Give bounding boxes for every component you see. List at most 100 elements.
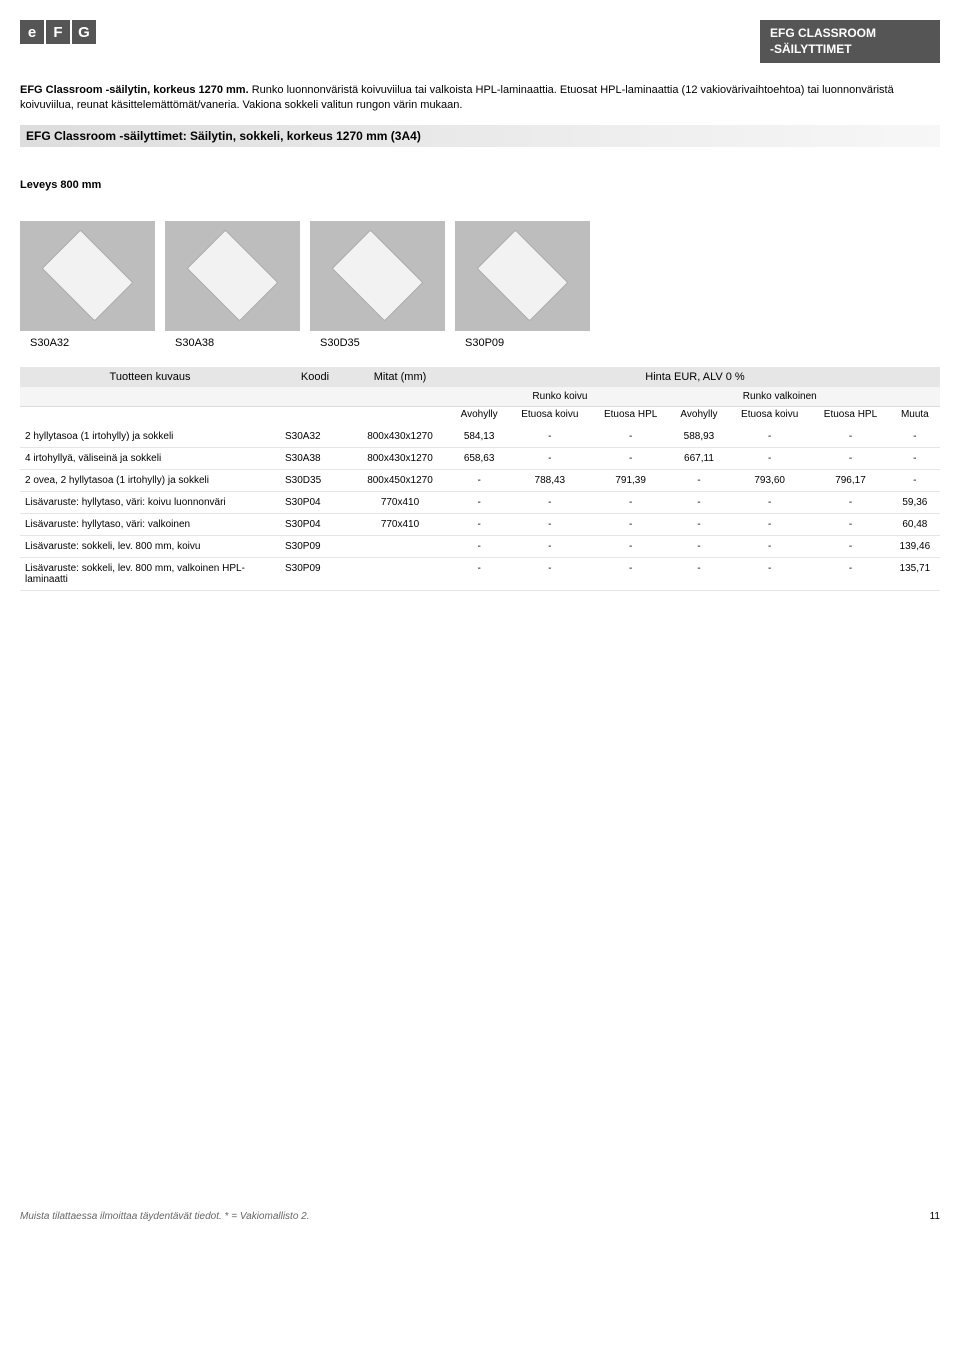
cell-price: - (890, 469, 940, 491)
product-image (165, 221, 300, 331)
footer-note: Muista tilattaessa ilmoittaa täydentävät… (20, 1211, 310, 1222)
table-row: Lisävaruste: hyllytaso, väri: valkoinenS… (20, 513, 940, 535)
cell-price: - (508, 426, 591, 448)
cell-price: - (728, 535, 811, 557)
cell-price: - (591, 557, 669, 590)
cell-koodi: S30P09 (280, 557, 350, 590)
cell-desc: 2 hyllytasoa (1 irtohylly) ja sokkeli (20, 426, 280, 448)
cell-price: - (508, 513, 591, 535)
col-koodi-header: Koodi (280, 367, 350, 387)
intro-text: EFG Classroom -säilytin, korkeus 1270 mm… (20, 83, 940, 113)
cell-price: 60,48 (890, 513, 940, 535)
cell-mitat: 800x430x1270 (350, 447, 450, 469)
cell-koodi: S30A38 (280, 447, 350, 469)
cell-price: 796,17 (811, 469, 889, 491)
cell-mitat: 770x410 (350, 491, 450, 513)
section-heading: EFG Classroom -säilyttimet: Säilytin, so… (20, 125, 940, 147)
cell-price: - (728, 513, 811, 535)
table-row: Lisävaruste: sokkeli, lev. 800 mm, koivu… (20, 535, 940, 557)
cell-price: 584,13 (450, 426, 508, 448)
cell-price: - (670, 513, 728, 535)
cell-price: - (591, 491, 669, 513)
thumbnail: S30A38 (165, 221, 300, 349)
cell-price: - (591, 535, 669, 557)
cell-price: - (508, 557, 591, 590)
page-header: e F G EFG CLASSROOM -SÄILYTTIMET (20, 20, 940, 63)
thumbnail: S30D35 (310, 221, 445, 349)
product-image (310, 221, 445, 331)
logo-letter-g: G (72, 20, 96, 44)
cell-desc: Lisävaruste: hyllytaso, väri: koivu luon… (20, 491, 280, 513)
header-title-line1: EFG CLASSROOM (770, 26, 930, 42)
table-row: Lisävaruste: sokkeli, lev. 800 mm, valko… (20, 557, 940, 590)
table-row: 2 ovea, 2 hyllytasoa (1 irtohylly) ja so… (20, 469, 940, 491)
cell-price: - (728, 491, 811, 513)
cell-desc: Lisävaruste: hyllytaso, väri: valkoinen (20, 513, 280, 535)
cell-price: 791,39 (591, 469, 669, 491)
cell-price: 658,63 (450, 447, 508, 469)
cell-price: - (450, 557, 508, 590)
cell-price: - (890, 426, 940, 448)
cell-mitat (350, 535, 450, 557)
cell-price: - (670, 491, 728, 513)
table-row: 4 irtohyllyä, väliseinä ja sokkeliS30A38… (20, 447, 940, 469)
cell-desc: Lisävaruste: sokkeli, lev. 800 mm, koivu (20, 535, 280, 557)
cell-price: - (670, 535, 728, 557)
cell-desc: 4 irtohyllyä, väliseinä ja sokkeli (20, 447, 280, 469)
cell-price: - (811, 557, 889, 590)
header-title-line2: -SÄILYTTIMET (770, 42, 930, 58)
cell-price: 667,11 (670, 447, 728, 469)
product-image (455, 221, 590, 331)
cell-koodi: S30D35 (280, 469, 350, 491)
cell-desc: Lisävaruste: sokkeli, lev. 800 mm, valko… (20, 557, 280, 590)
cell-mitat: 800x430x1270 (350, 426, 450, 448)
cell-mitat (350, 557, 450, 590)
thumbnail-row: S30A32 S30A38 S30D35 S30P09 (20, 221, 940, 349)
cell-price: - (728, 557, 811, 590)
intro-bold: EFG Classroom -säilytin, korkeus 1270 mm… (20, 84, 249, 96)
cell-price: - (450, 491, 508, 513)
header-title: EFG CLASSROOM -SÄILYTTIMET (760, 20, 940, 63)
cell-price: - (450, 513, 508, 535)
thumbnail-code: S30A38 (165, 337, 300, 349)
cell-price: - (811, 426, 889, 448)
cell-koodi: S30A32 (280, 426, 350, 448)
cell-price: - (811, 491, 889, 513)
product-image (20, 221, 155, 331)
table-row: 2 hyllytasoa (1 irtohylly) ja sokkeliS30… (20, 426, 940, 448)
col-hinta-header: Hinta EUR, ALV 0 % (450, 367, 940, 387)
cell-price: - (450, 535, 508, 557)
page-number: 11 (930, 1211, 940, 1222)
cell-price: 139,46 (890, 535, 940, 557)
col-runko-koivu: Runko koivu (450, 387, 670, 407)
col-avohylly: Avohylly (450, 406, 508, 426)
cell-price: - (508, 447, 591, 469)
cell-price: 793,60 (728, 469, 811, 491)
cell-price: - (670, 469, 728, 491)
cell-mitat: 770x410 (350, 513, 450, 535)
cell-desc: 2 ovea, 2 hyllytasoa (1 irtohylly) ja so… (20, 469, 280, 491)
col-etuosa-koivu: Etuosa koivu (728, 406, 811, 426)
thumbnail-code: S30D35 (310, 337, 445, 349)
col-mitat-header: Mitat (mm) (350, 367, 450, 387)
col-etuosa-hpl: Etuosa HPL (591, 406, 669, 426)
thumbnail: S30P09 (455, 221, 590, 349)
cell-price: - (811, 535, 889, 557)
thumbnail-code: S30A32 (20, 337, 155, 349)
cell-price: - (728, 447, 811, 469)
cell-price: - (728, 426, 811, 448)
cell-price: - (508, 491, 591, 513)
page-footer: Muista tilattaessa ilmoittaa täydentävät… (20, 1211, 940, 1222)
cell-price: - (670, 557, 728, 590)
thumbnail-code: S30P09 (455, 337, 590, 349)
col-desc-header: Tuotteen kuvaus (20, 367, 280, 387)
cell-price: 59,36 (890, 491, 940, 513)
cell-price: 788,43 (508, 469, 591, 491)
cell-price: 588,93 (670, 426, 728, 448)
col-avohylly: Avohylly (670, 406, 728, 426)
width-label: Leveys 800 mm (20, 179, 940, 191)
cell-price: - (591, 513, 669, 535)
col-muuta: Muuta (890, 406, 940, 426)
cell-price: - (591, 447, 669, 469)
cell-koodi: S30P09 (280, 535, 350, 557)
